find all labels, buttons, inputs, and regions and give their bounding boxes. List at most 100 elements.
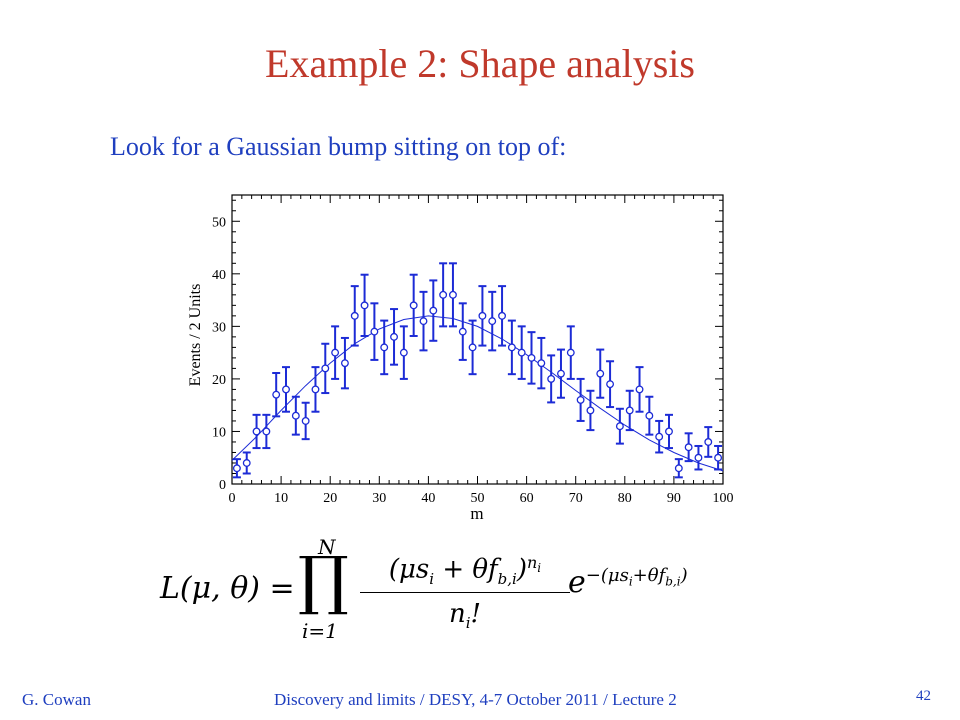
data-point <box>635 366 644 413</box>
data-marker <box>488 317 497 326</box>
data-point <box>674 458 683 479</box>
data-point <box>380 319 389 376</box>
data-point <box>507 319 516 376</box>
data-marker <box>272 390 281 399</box>
data-marker <box>242 459 251 467</box>
data-marker <box>557 369 565 378</box>
data-marker <box>635 385 644 394</box>
product-lower-limit: i=1 <box>302 619 338 643</box>
data-point <box>282 366 291 413</box>
data-marker <box>449 290 457 299</box>
data-marker <box>419 317 428 326</box>
data-point <box>242 451 251 475</box>
data-point <box>340 336 349 390</box>
data-point <box>537 336 546 390</box>
data-point <box>232 458 241 479</box>
data-marker <box>566 348 575 357</box>
data-point <box>311 366 320 413</box>
data-point <box>291 395 300 436</box>
x-tick-label: 90 <box>667 491 681 506</box>
data-marker <box>429 306 438 315</box>
data-point <box>498 285 507 347</box>
data-point <box>547 354 556 404</box>
data-point <box>262 413 271 450</box>
data-marker <box>576 395 585 404</box>
data-marker <box>252 427 261 436</box>
data-point <box>429 279 438 342</box>
formula-numerator: (μsi + θfb,i)ni <box>360 553 570 593</box>
product-symbol: ∏ <box>298 544 349 618</box>
x-tick-label: 100 <box>713 491 734 506</box>
data-marker <box>714 453 723 462</box>
footer-author: G. Cowan <box>22 690 91 709</box>
y-tick-label: 20 <box>212 373 226 388</box>
data-marker <box>547 374 556 383</box>
data-point <box>409 273 418 337</box>
fit-curve <box>231 315 724 472</box>
data-marker <box>232 464 241 473</box>
formula-denominator: ni! <box>448 598 481 633</box>
x-tick-label: 30 <box>372 491 386 506</box>
data-point <box>448 262 457 328</box>
data-point <box>694 444 703 471</box>
y-tick-label: 30 <box>212 320 226 335</box>
data-point <box>517 325 526 380</box>
data-point <box>399 325 408 380</box>
data-point <box>586 389 595 432</box>
y-axis-label: Events / 2 Units <box>187 284 204 387</box>
x-tick-label: 10 <box>274 491 288 506</box>
data-marker <box>537 359 546 368</box>
data-point <box>321 342 330 395</box>
data-point <box>684 432 693 463</box>
formula-exponential: e−(μsi+θfb,i) <box>568 565 688 600</box>
data-marker <box>399 348 408 357</box>
data-point <box>527 331 536 385</box>
formula-lhs: L(μ, θ) = <box>160 571 295 606</box>
data-point <box>301 401 310 441</box>
y-tick-label: 10 <box>212 425 226 440</box>
footer-title: Discovery and limits / DESY, 4-7 October… <box>274 690 677 709</box>
product-upper-limit: N <box>318 535 336 559</box>
data-marker <box>409 301 418 310</box>
data-point <box>360 273 369 337</box>
data-point <box>370 302 379 361</box>
data-marker <box>674 464 683 473</box>
y-tick-label: 40 <box>212 268 226 283</box>
data-marker <box>507 343 516 352</box>
data-point <box>655 419 664 454</box>
data-point <box>606 360 615 409</box>
data-marker <box>517 348 526 357</box>
x-tick-label: 70 <box>569 491 583 506</box>
y-tick-label: 50 <box>212 215 226 230</box>
plot-frame <box>231 194 724 485</box>
data-marker <box>311 385 320 394</box>
y-tick-label: 0 <box>219 478 226 493</box>
data-point <box>566 325 575 380</box>
data-point <box>331 325 340 380</box>
data-marker <box>655 432 664 441</box>
data-point <box>596 348 605 399</box>
data-point <box>714 444 723 471</box>
x-tick-label: 60 <box>520 491 534 506</box>
data-point <box>468 319 477 376</box>
data-marker <box>625 406 634 415</box>
slide-subtitle: Look for a Gaussian bump sitting on top … <box>110 132 567 161</box>
x-tick-label: 50 <box>471 491 485 506</box>
data-marker <box>645 411 654 420</box>
data-point <box>704 426 713 458</box>
data-marker <box>390 332 398 341</box>
data-marker <box>282 385 290 394</box>
data-marker <box>586 406 595 415</box>
data-point <box>556 348 565 399</box>
data-marker <box>468 343 477 352</box>
data-point <box>615 407 624 445</box>
data-marker <box>694 453 703 462</box>
data-point <box>439 262 448 328</box>
data-point <box>390 308 399 366</box>
data-point <box>625 389 634 432</box>
data-marker <box>704 438 713 446</box>
data-marker <box>380 343 389 352</box>
data-point <box>645 395 654 436</box>
data-marker <box>615 422 624 431</box>
data-marker <box>606 380 615 389</box>
